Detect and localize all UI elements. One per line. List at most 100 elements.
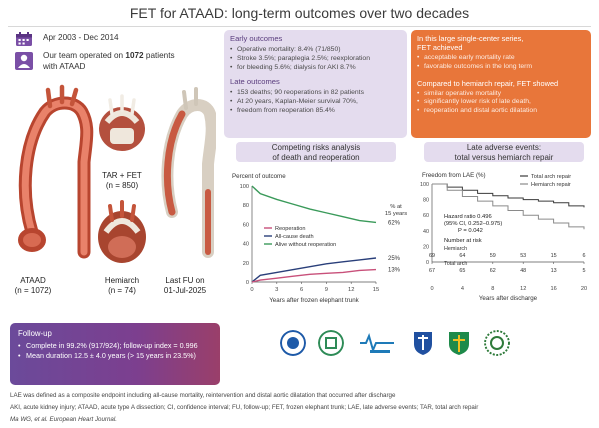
y-tick-label: 20: [423, 244, 429, 250]
y-axis-label: Freedom from LAE (%): [422, 172, 486, 179]
risk-value: 13: [551, 268, 557, 274]
followup-panel: Follow-up Complete in 99.2% (917/924); f…: [10, 323, 220, 385]
institution-logos: [278, 330, 590, 370]
x-tick-label: 8: [491, 286, 494, 292]
risk-value: 59: [490, 253, 496, 259]
outcomes-panel: Early outcomes Operative mortality: 8.4%…: [224, 30, 407, 138]
y-tick-label: 60: [423, 213, 429, 219]
patients-suffix: patients: [143, 51, 175, 60]
km-step-line: [432, 183, 585, 208]
x-tick-label: 0: [250, 287, 253, 293]
risk-value: 5: [583, 268, 586, 274]
risk-value: 65: [459, 268, 465, 274]
findings-item: favorable outcomes in the long term: [417, 63, 585, 72]
risk-row-label: Total arch: [444, 261, 467, 267]
logo-1-icon: [280, 330, 306, 356]
chart2-header-line2: total versus hemiarch repair: [454, 152, 554, 162]
km-step-line: [432, 183, 585, 230]
risk-value: 53: [520, 253, 526, 259]
y-tick-label: 0: [426, 260, 429, 266]
early-item-cont: for bleeding 5.6%; dialysis for AKI 8.7%: [230, 64, 401, 73]
x-tick-label: 16: [550, 286, 556, 292]
findings-heading-3: Compared to hemiarch repair, FET showed: [417, 78, 559, 88]
title-divider: [8, 26, 591, 27]
hazard-text: Hazard ratio 0.496: [444, 214, 492, 220]
findings-panel: In this large single-center series, FET …: [411, 30, 591, 138]
chart1-header-line1: Competing risks analysis: [271, 143, 361, 152]
x-axis-label: Years after discharge: [479, 295, 538, 302]
legend-label: Reoperation: [275, 226, 305, 232]
ataad-label: ATAAD: [20, 276, 46, 285]
page-title: FET for ATAAD: long-term outcomes over t…: [129, 5, 470, 21]
findings-item: similar operative mortality: [417, 90, 585, 99]
risk-value: 64: [459, 253, 465, 259]
lastfu-label: Last FU on: [165, 276, 205, 285]
late-item-cont: freedom from reoperation 85.4%: [230, 107, 401, 116]
y-axis-label: Percent of outcome: [232, 173, 286, 180]
citation: Ma WG, et al. European Heart Journal.: [10, 416, 117, 423]
risk-value: 48: [520, 268, 526, 274]
patients-count: 1072: [125, 51, 144, 60]
y-tick-label: 40: [243, 242, 249, 248]
y-tick-label: 100: [240, 184, 249, 190]
risk-table-title: Number at risk: [444, 238, 482, 244]
patients-row: Our team operated on 1072 patients with …: [10, 49, 210, 75]
early-item-cont-text: for bleeding 5.6%; dialysis for AKI 8.7%: [237, 63, 356, 71]
team-icon: [14, 51, 34, 70]
x-tick-label: 12: [520, 286, 526, 292]
followup-heading: Follow-up: [18, 329, 52, 338]
y-tick-label: 20: [243, 261, 249, 267]
risk-row-label: Hemiarch: [444, 246, 467, 252]
findings-item: significantly lower risk of late death,: [417, 98, 585, 107]
followup-item: Mean duration 12.5 ± 4.0 years (> 15 yea…: [18, 351, 212, 361]
chart2-header-line1: Late adverse events:: [466, 143, 542, 152]
legend-label: All-cause death: [275, 234, 314, 240]
x-tick-label: 4: [461, 286, 464, 292]
ataad-aorta-image: [18, 84, 94, 259]
late-heading: Late outcomes: [230, 77, 280, 87]
early-item: Stroke 3.5%; paraplegia 2.5%; reexplorat…: [230, 55, 401, 64]
y-tick-label: 0: [246, 280, 249, 286]
calendar-icon: [14, 31, 34, 47]
late-item-cont-text: freedom from reoperation 85.4%: [237, 106, 335, 114]
hemi-label: Hemiarch: [104, 276, 140, 285]
tar-label: TAR + FET: [102, 171, 142, 180]
competing-risks-chart: Percent of outcome 0 20 40 60 80 100 0 3 6 9 12 15 Ye…: [232, 173, 407, 304]
series-end-label: 25%: [388, 256, 401, 262]
findings-item-cont-text: reoperation and distal aortic dilatation: [424, 107, 537, 115]
y-tick-label: 100: [420, 182, 429, 188]
x-tick-label: 6: [300, 287, 303, 293]
findings-item-cont: reoperation and distal aortic dilatation: [417, 107, 585, 116]
series-line: [251, 257, 377, 283]
y-tick-label: 60: [243, 222, 249, 228]
x-tick-label: 12: [348, 287, 354, 293]
risk-value: 6: [583, 253, 586, 259]
series-end-label: 13%: [388, 268, 401, 274]
logo-6-icon: [484, 330, 510, 356]
annotation-line2: 15 years: [385, 211, 407, 217]
risk-value: 15: [551, 253, 557, 259]
lae-note: LAE was defined as a composite endpoint …: [10, 392, 396, 399]
x-tick-label: 20: [581, 286, 587, 292]
risk-value: 69: [429, 253, 435, 259]
hemi-caption: Hemiarch (n = 74): [96, 276, 148, 296]
lastfu-caption: Last FU on 01-Jul-2025: [156, 276, 214, 296]
patients-line2: with ATAAD: [43, 62, 86, 71]
tar-n: (n = 850): [105, 181, 139, 190]
y-tick-label: 80: [243, 203, 249, 209]
x-axis-label: Years after frozen elephant trunk: [269, 297, 359, 304]
chart1-header-line2: of death and reoperation: [272, 152, 360, 162]
x-tick-label: 15: [373, 287, 379, 293]
annotation-line1: % at: [390, 204, 402, 210]
findings-item: acceptable early mortality rate: [417, 54, 585, 63]
patients-text: Our team operated on 1072 patients with …: [43, 50, 175, 72]
series-line: [251, 268, 377, 283]
late-item: At 20 years, Kaplan-Meier survival 70%,: [230, 98, 401, 107]
abbreviations: AKI, acute kidney injury; ATAAD, acute t…: [10, 404, 479, 411]
findings-heading-2: FET achieved: [417, 43, 463, 52]
late-item: 153 deaths; 90 reoperations in 82 patien…: [230, 89, 401, 98]
tar-caption: TAR + FET (n = 850): [96, 171, 148, 191]
aorta-illustrations: ATAAD (n = 1072) TAR + FET (n = 850) Hem…: [0, 82, 218, 315]
lastfu-date: 01-Jul-2025: [163, 286, 207, 295]
